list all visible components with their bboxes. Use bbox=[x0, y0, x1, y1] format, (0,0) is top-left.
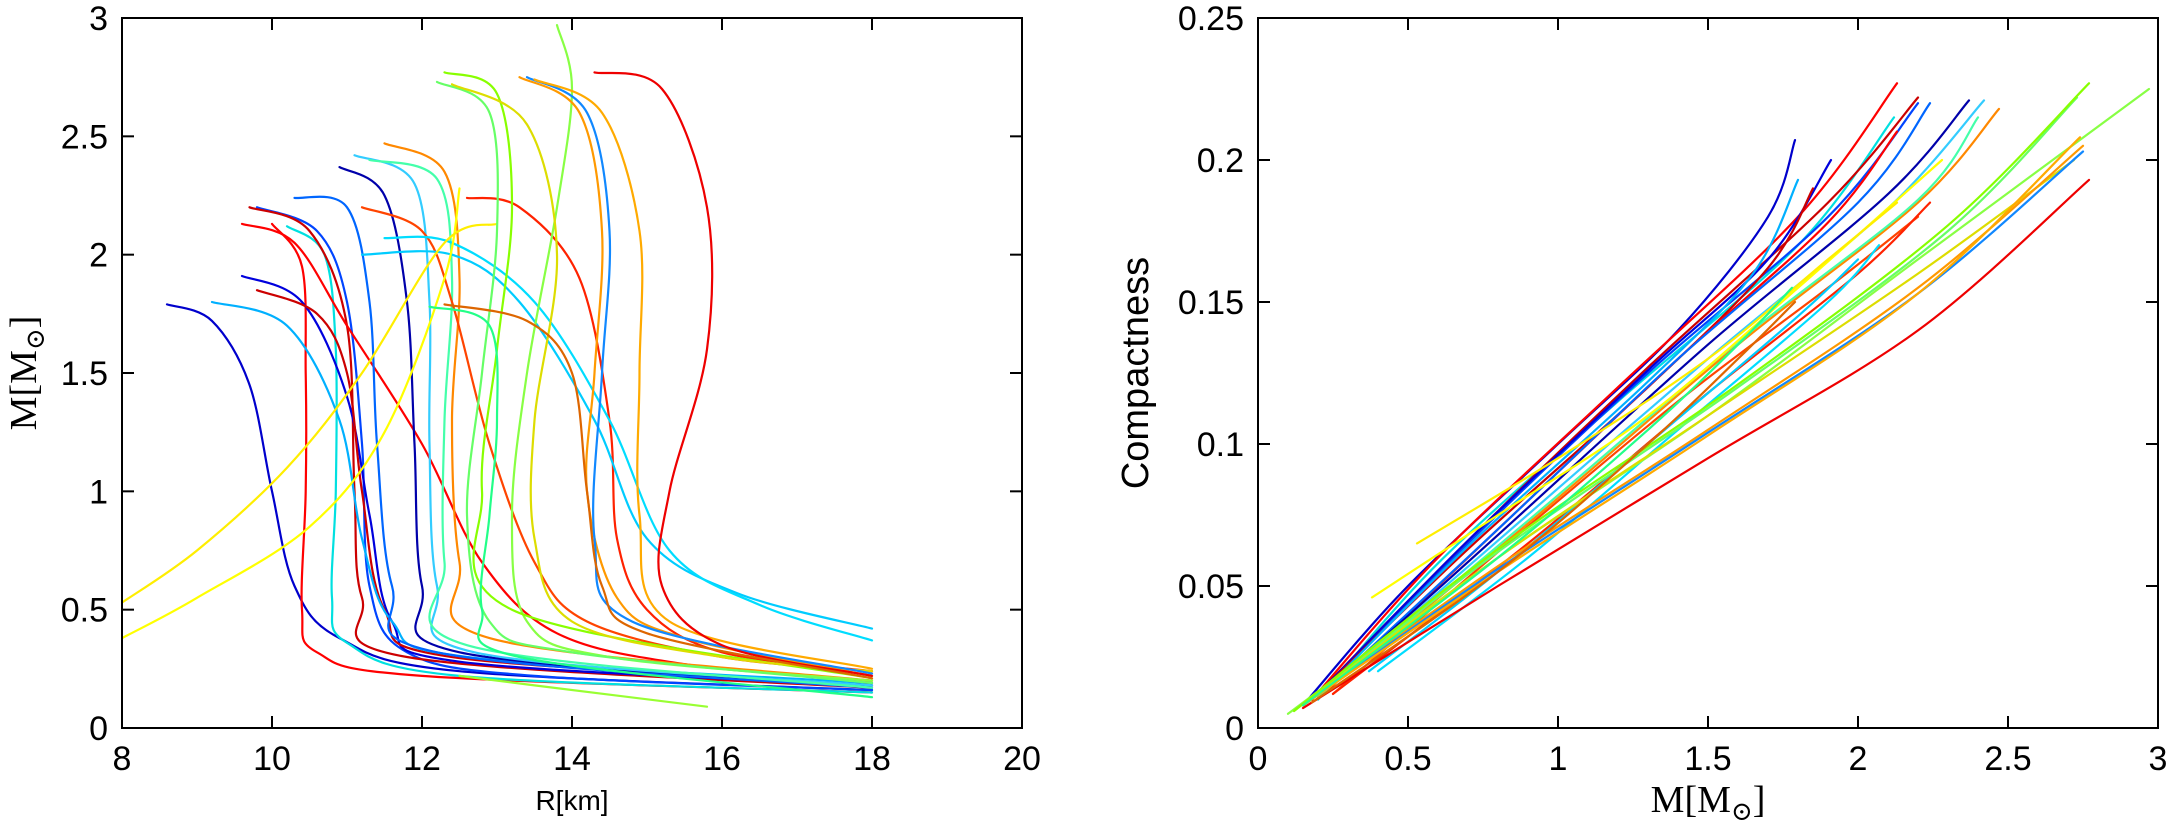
left-ticks: 8 10 12 14 16 18 20 0 0.5 1 1.5 2 2.5 3 bbox=[61, 0, 1041, 778]
x-tick-label: 1.5 bbox=[1684, 740, 1731, 778]
x-tick-label: 3 bbox=[2149, 740, 2168, 778]
right-x-axis-label: M[M⊙] bbox=[1651, 779, 1766, 821]
curve-eos-26 bbox=[1301, 150, 2085, 707]
curve-eos-04 bbox=[255, 206, 874, 692]
y-tick-label: 3 bbox=[89, 0, 108, 38]
left-y-axis-label: M[M⊙] bbox=[3, 316, 50, 431]
y-tick-label: 0.15 bbox=[1178, 284, 1244, 322]
curve-eos-26 bbox=[525, 76, 874, 675]
curve-eos-05 bbox=[248, 206, 874, 689]
x-tick-label: 1 bbox=[1549, 740, 1568, 778]
curve-eos-20 bbox=[122, 222, 499, 604]
curve-eos-12 bbox=[1316, 99, 1986, 698]
curve-eos-09 bbox=[1316, 178, 1800, 698]
curve-eos-06 bbox=[240, 274, 874, 687]
curve-eos-30 bbox=[1301, 286, 1794, 707]
x-tick-label: 14 bbox=[553, 740, 591, 778]
x-tick-label: 18 bbox=[853, 740, 891, 778]
curve-eos-15 bbox=[360, 206, 874, 673]
right-y-axis-label: Compactness bbox=[1115, 257, 1157, 489]
curve-eos-02 bbox=[1310, 82, 1899, 701]
x-tick-label: 2.5 bbox=[1984, 740, 2031, 778]
y-tick-label: 1 bbox=[89, 473, 108, 511]
y-tick-label: 2.5 bbox=[61, 118, 108, 156]
x-tick-label: 0.5 bbox=[1384, 740, 1431, 778]
curve-eos-04 bbox=[1316, 102, 1920, 698]
x-tick-label: 0 bbox=[1249, 740, 1268, 778]
curve-eos-10 bbox=[293, 195, 874, 689]
curve-eos-16 bbox=[465, 196, 874, 673]
curve-eos-17 bbox=[360, 250, 874, 630]
x-tick-label: 8 bbox=[113, 740, 132, 778]
curve-eos-28 bbox=[1301, 178, 2091, 710]
curve-eos-29 bbox=[443, 303, 874, 680]
y-tick-label: 0 bbox=[1225, 710, 1244, 748]
y-tick-label: 1.5 bbox=[61, 355, 108, 393]
curve-eos-24 bbox=[450, 83, 874, 673]
curve-eos-27 bbox=[533, 78, 874, 670]
y-tick-label: 2 bbox=[89, 237, 108, 275]
curve-eos-11 bbox=[1316, 99, 1971, 698]
curve-eos-22 bbox=[1292, 96, 2079, 713]
x-tick-label: 2 bbox=[1849, 740, 1868, 778]
curve-eos-29 bbox=[1310, 300, 1797, 704]
curve-eos-19 bbox=[122, 187, 461, 640]
curve-eos-22 bbox=[435, 80, 874, 685]
curve-eos-08 bbox=[1322, 130, 1899, 695]
y-tick-label: 0.1 bbox=[1197, 426, 1244, 464]
y-tick-label: 0 bbox=[89, 710, 108, 748]
curve-eos-24 bbox=[1301, 158, 2076, 707]
left-plot-frame bbox=[121, 17, 1023, 729]
curve-eos-14 bbox=[368, 158, 874, 689]
curve-eos-11 bbox=[338, 166, 874, 687]
curve-eos-30 bbox=[428, 305, 874, 699]
sun-symbol: ⊙ bbox=[1731, 797, 1753, 821]
right-chart-panel: 0 0.5 1 1.5 2 2.5 3 0 0.05 0.1 0.15 0.2 0.25 M[M⊙] C… bbox=[1115, 0, 2167, 821]
curve-eos-13 bbox=[383, 142, 874, 682]
curve-eos-25 bbox=[1301, 144, 2085, 707]
x-tick-label: 12 bbox=[403, 740, 441, 778]
curve-eos-21 bbox=[510, 24, 874, 682]
curve-eos-28 bbox=[593, 71, 874, 677]
y-tick-label: 0.5 bbox=[61, 592, 108, 630]
y-tick-label: 0.2 bbox=[1197, 142, 1244, 180]
curve-eos-27 bbox=[1301, 136, 2082, 707]
x-tick-label: 20 bbox=[1003, 740, 1041, 778]
left-curves bbox=[122, 24, 874, 708]
right-curves bbox=[1286, 82, 2151, 715]
curve-eos-10 bbox=[1316, 102, 1932, 698]
x-tick-label: 16 bbox=[703, 740, 741, 778]
curve-eos-18 bbox=[383, 235, 874, 642]
curve-eos-31 bbox=[458, 674, 709, 708]
right-plot-frame bbox=[1257, 17, 2159, 729]
curve-eos-23 bbox=[443, 71, 874, 680]
left-chart-panel: 8 10 12 14 16 18 20 0 0.5 1 1.5 2 2.5 3 R[km] M[M⊙] bbox=[3, 0, 1041, 816]
curve-eos-03 bbox=[285, 225, 874, 694]
curve-eos-01 bbox=[165, 303, 874, 692]
y-tick-label: 0.25 bbox=[1178, 0, 1244, 38]
curve-eos-06 bbox=[1316, 158, 1833, 695]
left-x-axis-label: R[km] bbox=[535, 785, 608, 816]
x-tick-label: 10 bbox=[253, 740, 291, 778]
y-tick-label: 0.05 bbox=[1178, 568, 1244, 606]
curve-eos-23 bbox=[1292, 82, 2091, 713]
sun-symbol: ⊙ bbox=[21, 328, 50, 350]
curve-eos-20 bbox=[1415, 201, 1899, 545]
